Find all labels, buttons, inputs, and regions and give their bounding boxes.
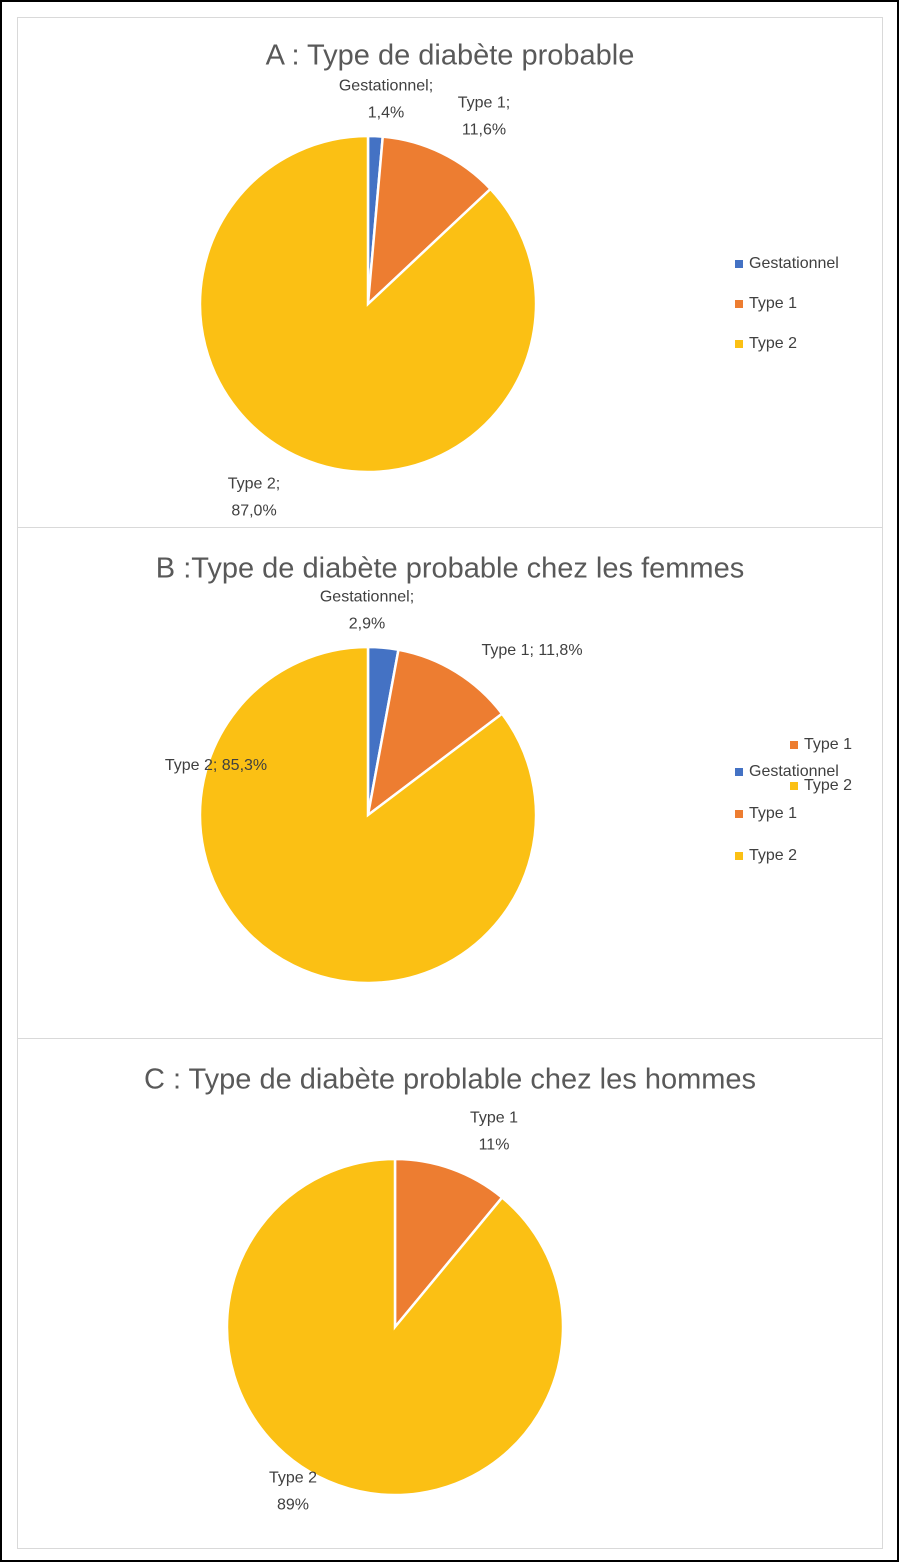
data-label: Type 1; 11,6% [458,95,510,139]
legend-label: Type 2 [804,777,852,794]
legend-label: Type 1 [749,805,797,822]
legend-marker [790,741,798,749]
legend-marker [735,768,743,776]
pie-slice [366,135,493,308]
pie-slice [366,648,504,818]
data-label: Type 1; 11,8% [481,642,582,659]
legend-label: Type 1 [749,295,797,312]
pie-slice [393,1157,504,1331]
legend-label: Type 1 [804,736,852,753]
legend-marker [735,260,743,268]
legend-marker [790,782,798,790]
chart-title: C : Type de diabète problable chez les h… [144,1064,756,1096]
legend-marker [735,810,743,818]
data-label: Type 2; 87,0% [228,476,280,520]
pie-slice [198,645,538,985]
legend-marker [735,300,743,308]
data-label: Gestationnel; 2,9% [320,589,414,633]
legend-label: Gestationnel [749,255,839,272]
pie-slice [225,1157,565,1497]
pie-slice [198,134,538,474]
legend-label: Gestationnel [749,763,839,780]
data-label: Type 2 89% [269,1470,317,1514]
data-label: Type 1 11% [470,1110,518,1154]
legend-marker [735,852,743,860]
legend-marker [735,340,743,348]
panel [17,1038,883,1549]
data-label: Gestationnel; 1,4% [339,78,433,122]
legend-label: Type 2 [749,847,797,864]
legend-label: Type 2 [749,335,797,352]
chart-title: A : Type de diabète probable [266,40,635,72]
chart-title: B :Type de diabète probable chez les fem… [156,553,744,585]
data-label: Type 2; 85,3% [165,757,267,774]
